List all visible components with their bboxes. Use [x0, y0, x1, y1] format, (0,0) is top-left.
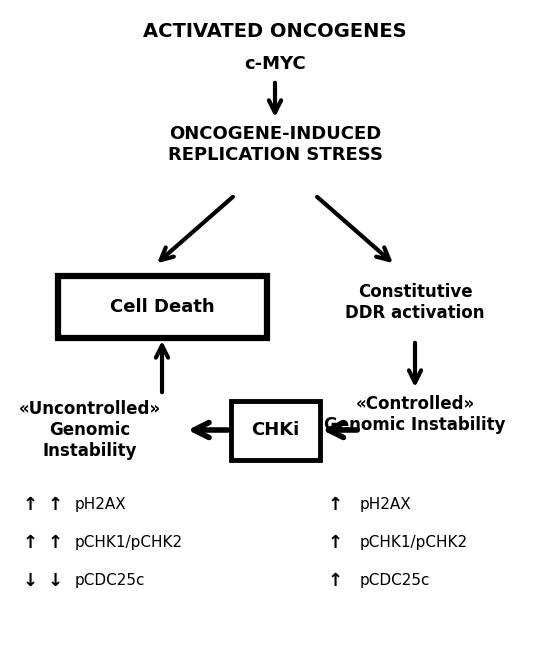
- Text: ↑: ↑: [23, 496, 37, 514]
- FancyBboxPatch shape: [230, 401, 320, 459]
- Text: ↓: ↓: [47, 572, 63, 590]
- Text: ↑: ↑: [327, 534, 343, 552]
- FancyBboxPatch shape: [58, 276, 267, 338]
- Text: Constitutive
DDR activation: Constitutive DDR activation: [345, 283, 485, 322]
- Text: Cell Death: Cell Death: [110, 298, 215, 316]
- Text: pH2AX: pH2AX: [75, 497, 127, 513]
- Text: «Uncontrolled»
Genomic
Instability: «Uncontrolled» Genomic Instability: [19, 400, 161, 460]
- Text: ONCOGENE-INDUCED
REPLICATION STRESS: ONCOGENE-INDUCED REPLICATION STRESS: [168, 125, 382, 164]
- Text: ↑: ↑: [327, 496, 343, 514]
- Text: pCDC25c: pCDC25c: [75, 573, 146, 588]
- Text: pCHK1/pCHK2: pCHK1/pCHK2: [75, 535, 183, 550]
- Text: pCDC25c: pCDC25c: [360, 573, 431, 588]
- Text: pH2AX: pH2AX: [360, 497, 412, 513]
- Text: ↑: ↑: [327, 572, 343, 590]
- Text: «Controlled»
Genomic Instability: «Controlled» Genomic Instability: [324, 395, 506, 434]
- Text: ACTIVATED ONCOGENES: ACTIVATED ONCOGENES: [143, 22, 407, 41]
- Text: pCHK1/pCHK2: pCHK1/pCHK2: [360, 535, 468, 550]
- Text: ↑: ↑: [47, 496, 63, 514]
- Text: ↓: ↓: [23, 572, 37, 590]
- Text: ↑: ↑: [23, 534, 37, 552]
- Text: ↑: ↑: [47, 534, 63, 552]
- Text: CHKi: CHKi: [251, 421, 299, 439]
- Text: c-MYC: c-MYC: [244, 55, 306, 73]
